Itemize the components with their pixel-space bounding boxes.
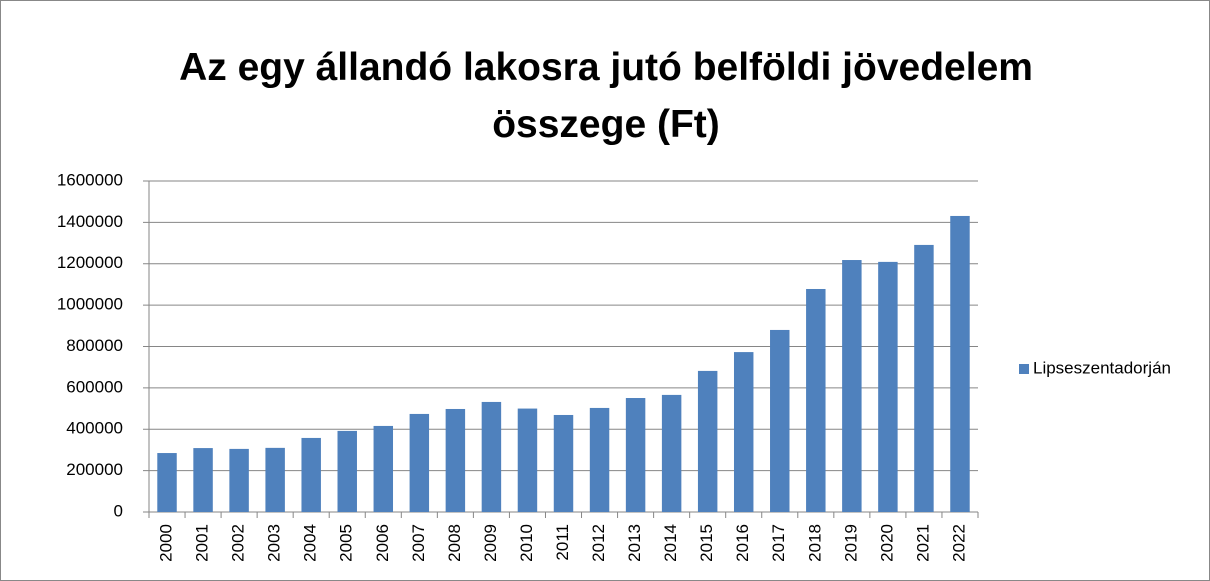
x-tick-label: 2002 xyxy=(229,524,248,562)
bar xyxy=(770,329,790,512)
bar xyxy=(733,352,754,512)
bar xyxy=(229,448,249,512)
bar xyxy=(842,260,862,512)
x-tick-label: 2020 xyxy=(877,524,896,562)
bar xyxy=(661,394,682,512)
bar xyxy=(193,448,213,512)
x-tick-label: 2015 xyxy=(697,524,716,562)
bar xyxy=(265,447,285,512)
bar xyxy=(445,408,466,512)
legend-label: Lipseszentadorján xyxy=(1033,358,1171,377)
y-tick-label: 1600000 xyxy=(57,170,123,189)
x-tick-label: 2022 xyxy=(949,524,968,562)
x-tick-label: 2000 xyxy=(157,524,176,562)
legend-swatch xyxy=(1019,364,1029,374)
x-tick-label: 2004 xyxy=(301,524,320,562)
x-tick-label: 2019 xyxy=(841,524,860,562)
x-tick-label: 2017 xyxy=(769,524,788,562)
y-tick-label: 600000 xyxy=(66,377,123,396)
bar xyxy=(589,407,610,512)
y-tick-label: 0 xyxy=(114,501,123,520)
bar xyxy=(157,453,177,512)
x-tick-label: 2016 xyxy=(733,524,752,562)
x-tick-label: 2021 xyxy=(913,524,932,562)
x-tick-label: 2001 xyxy=(193,524,212,562)
x-tick-label: 2010 xyxy=(517,524,536,562)
bar xyxy=(301,437,321,512)
x-tick-label: 2005 xyxy=(337,524,356,562)
x-tick-label: 2013 xyxy=(625,524,644,562)
x-tick-label: 2014 xyxy=(661,524,680,562)
y-tick-label: 200000 xyxy=(66,460,123,479)
bar xyxy=(373,425,394,512)
x-tick-label: 2009 xyxy=(481,524,500,562)
bar xyxy=(409,413,430,512)
bar xyxy=(697,370,718,512)
x-tick-label: 2012 xyxy=(589,524,608,562)
x-tick-label: 2006 xyxy=(373,524,392,562)
bar xyxy=(337,430,357,512)
x-tick-label: 2008 xyxy=(445,524,464,562)
bar xyxy=(517,408,538,512)
x-tick-label: 2007 xyxy=(409,524,428,562)
x-tick-label: 2018 xyxy=(805,524,824,562)
chart-title: Az egy állandó lakosra jutó belföldi jöv… xyxy=(179,46,1033,146)
y-tick-label: 800000 xyxy=(66,336,123,355)
bar xyxy=(806,288,826,512)
x-tick-label: 2003 xyxy=(265,524,284,562)
y-tick-label: 400000 xyxy=(66,419,123,438)
y-tick-label: 1000000 xyxy=(57,295,123,314)
bar xyxy=(481,401,502,512)
y-tick-label: 1200000 xyxy=(57,253,123,272)
bar xyxy=(950,215,970,513)
x-tick-label: 2011 xyxy=(553,524,572,561)
bar xyxy=(553,414,574,512)
bar xyxy=(914,244,934,512)
bar xyxy=(878,261,898,512)
bar xyxy=(625,398,646,512)
y-tick-label: 1400000 xyxy=(57,212,123,231)
